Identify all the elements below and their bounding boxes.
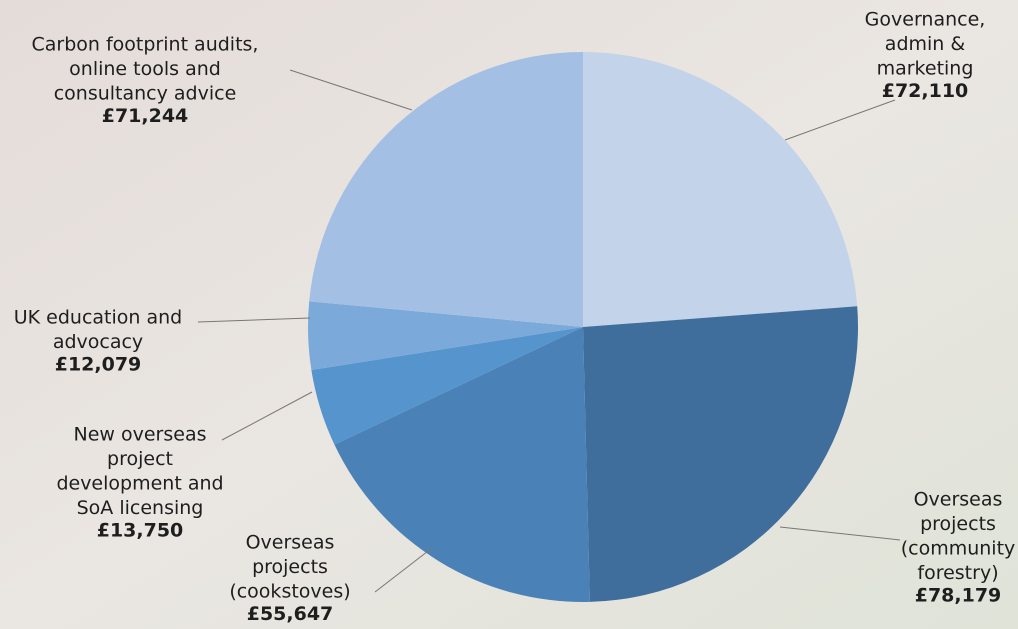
- pie-slice: [309, 52, 583, 327]
- slice-label: New overseas: [74, 424, 207, 446]
- slice-label: Overseas: [246, 532, 335, 554]
- slice-label: UK education and: [14, 307, 182, 329]
- pie-slice: [311, 327, 583, 445]
- slice-label: marketing: [877, 58, 974, 80]
- slice-label: project: [107, 448, 173, 470]
- slice-label: Governance,: [865, 9, 986, 31]
- slice-label: advocacy: [53, 331, 143, 353]
- slice-label: Overseas: [914, 489, 1003, 511]
- slice-label: (cookstoves): [229, 581, 350, 603]
- slice-label: admin &: [885, 33, 966, 55]
- slice-label: consultancy advice: [54, 83, 237, 105]
- slice-label: Carbon footprint audits,: [32, 34, 259, 56]
- slice-label: online tools and: [69, 58, 221, 80]
- pie-slice: [307, 301, 583, 370]
- slice-label: projects: [252, 556, 328, 578]
- pie-slice: [583, 52, 858, 327]
- slice-label: (community: [901, 538, 1016, 560]
- leader-lines: [197, 69, 901, 593]
- pie-slice: [583, 306, 858, 602]
- slice-label: projects: [920, 513, 996, 535]
- slice-value: £13,750: [97, 520, 184, 542]
- slice-value: £12,079: [55, 354, 142, 376]
- slice-label: forestry): [917, 562, 998, 584]
- slice-label: SoA licensing: [77, 497, 204, 519]
- slice-value: £78,179: [915, 585, 1002, 607]
- slice-value: £55,647: [247, 603, 334, 625]
- pie-slice: [334, 327, 590, 602]
- slice-label: development and: [56, 473, 223, 495]
- slice-value: £72,110: [882, 80, 969, 102]
- slice-value: £71,244: [102, 105, 189, 127]
